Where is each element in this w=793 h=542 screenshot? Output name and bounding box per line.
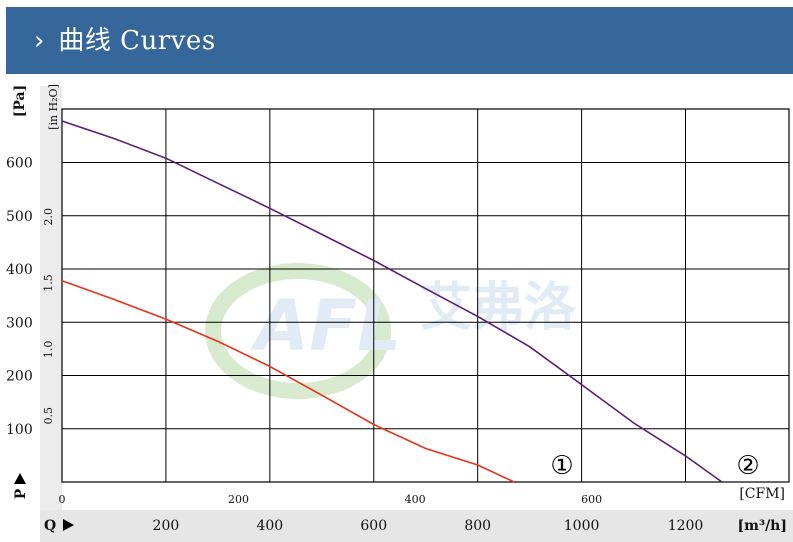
y-tick-pa: 600 bbox=[6, 156, 33, 172]
y-tick-pa: 200 bbox=[6, 369, 33, 385]
series-label-2: ② bbox=[736, 451, 759, 481]
watermark-swoosh bbox=[205, 263, 391, 399]
x-tick-m3h: 400 bbox=[256, 518, 283, 534]
x-tick-m3h: 800 bbox=[464, 518, 491, 534]
p-arrow-icon bbox=[14, 473, 26, 484]
y-tick-pa: 500 bbox=[6, 209, 33, 225]
watermark-logo: AFL 艾弗洛 bbox=[205, 263, 577, 399]
y-unit-inh2o: [in H₂O] bbox=[47, 84, 60, 130]
chevron-right-icon: › bbox=[34, 25, 45, 56]
x-tick-cfm: 400 bbox=[405, 493, 426, 506]
x-unit-cfm: [CFM] bbox=[739, 486, 785, 502]
x-tick-m3h: 1200 bbox=[668, 518, 704, 534]
x-tick-cfm: 0 bbox=[59, 493, 66, 506]
watermark-afl: AFL bbox=[250, 285, 402, 367]
p-axis-band bbox=[40, 86, 62, 510]
y-tick-inh2o: 1.5 bbox=[42, 274, 55, 292]
x-ticks-cfm: 0 200 400 600 bbox=[59, 493, 603, 506]
x-tick-m3h: 600 bbox=[360, 518, 387, 534]
y-tick-inh2o: 1.0 bbox=[42, 341, 55, 359]
series-line-1 bbox=[61, 279, 515, 483]
y-ticks-inh2o: 0.5 1.0 1.5 2.0 bbox=[42, 208, 55, 425]
y-tick-pa: 400 bbox=[6, 262, 33, 278]
x-tick-cfm: 200 bbox=[228, 493, 249, 506]
x-ticks-m3h: 200 400 600 800 1000 1200 bbox=[153, 518, 704, 534]
y-tick-pa: 300 bbox=[6, 315, 33, 331]
section-title: 曲线 Curves bbox=[58, 25, 216, 56]
plot-frame bbox=[61, 108, 790, 483]
y-tick-inh2o: 2.0 bbox=[42, 208, 55, 226]
series-label-1: ① bbox=[550, 451, 573, 481]
y-tick-pa: 100 bbox=[6, 422, 33, 438]
chart-grid bbox=[62, 109, 789, 482]
q-arrow-icon bbox=[63, 519, 74, 531]
x-tick-cfm: 600 bbox=[581, 493, 602, 506]
x-tick-m3h: 1000 bbox=[564, 518, 600, 534]
y-tick-inh2o: 0.5 bbox=[42, 407, 55, 425]
y-ticks-pa: 100 200 300 400 500 600 bbox=[6, 156, 33, 438]
q-axis-label: Q bbox=[44, 518, 56, 534]
series-layer bbox=[61, 120, 723, 483]
section-header: › 曲线 Curves bbox=[6, 7, 793, 74]
series-line-2 bbox=[61, 120, 723, 483]
q-axis-band bbox=[40, 510, 793, 542]
y-unit-pa: [Pa] bbox=[12, 85, 28, 117]
p-axis-label: P bbox=[13, 488, 29, 499]
x-tick-m3h: 200 bbox=[153, 518, 180, 534]
x-unit-m3h: [m³/h] bbox=[738, 518, 788, 534]
